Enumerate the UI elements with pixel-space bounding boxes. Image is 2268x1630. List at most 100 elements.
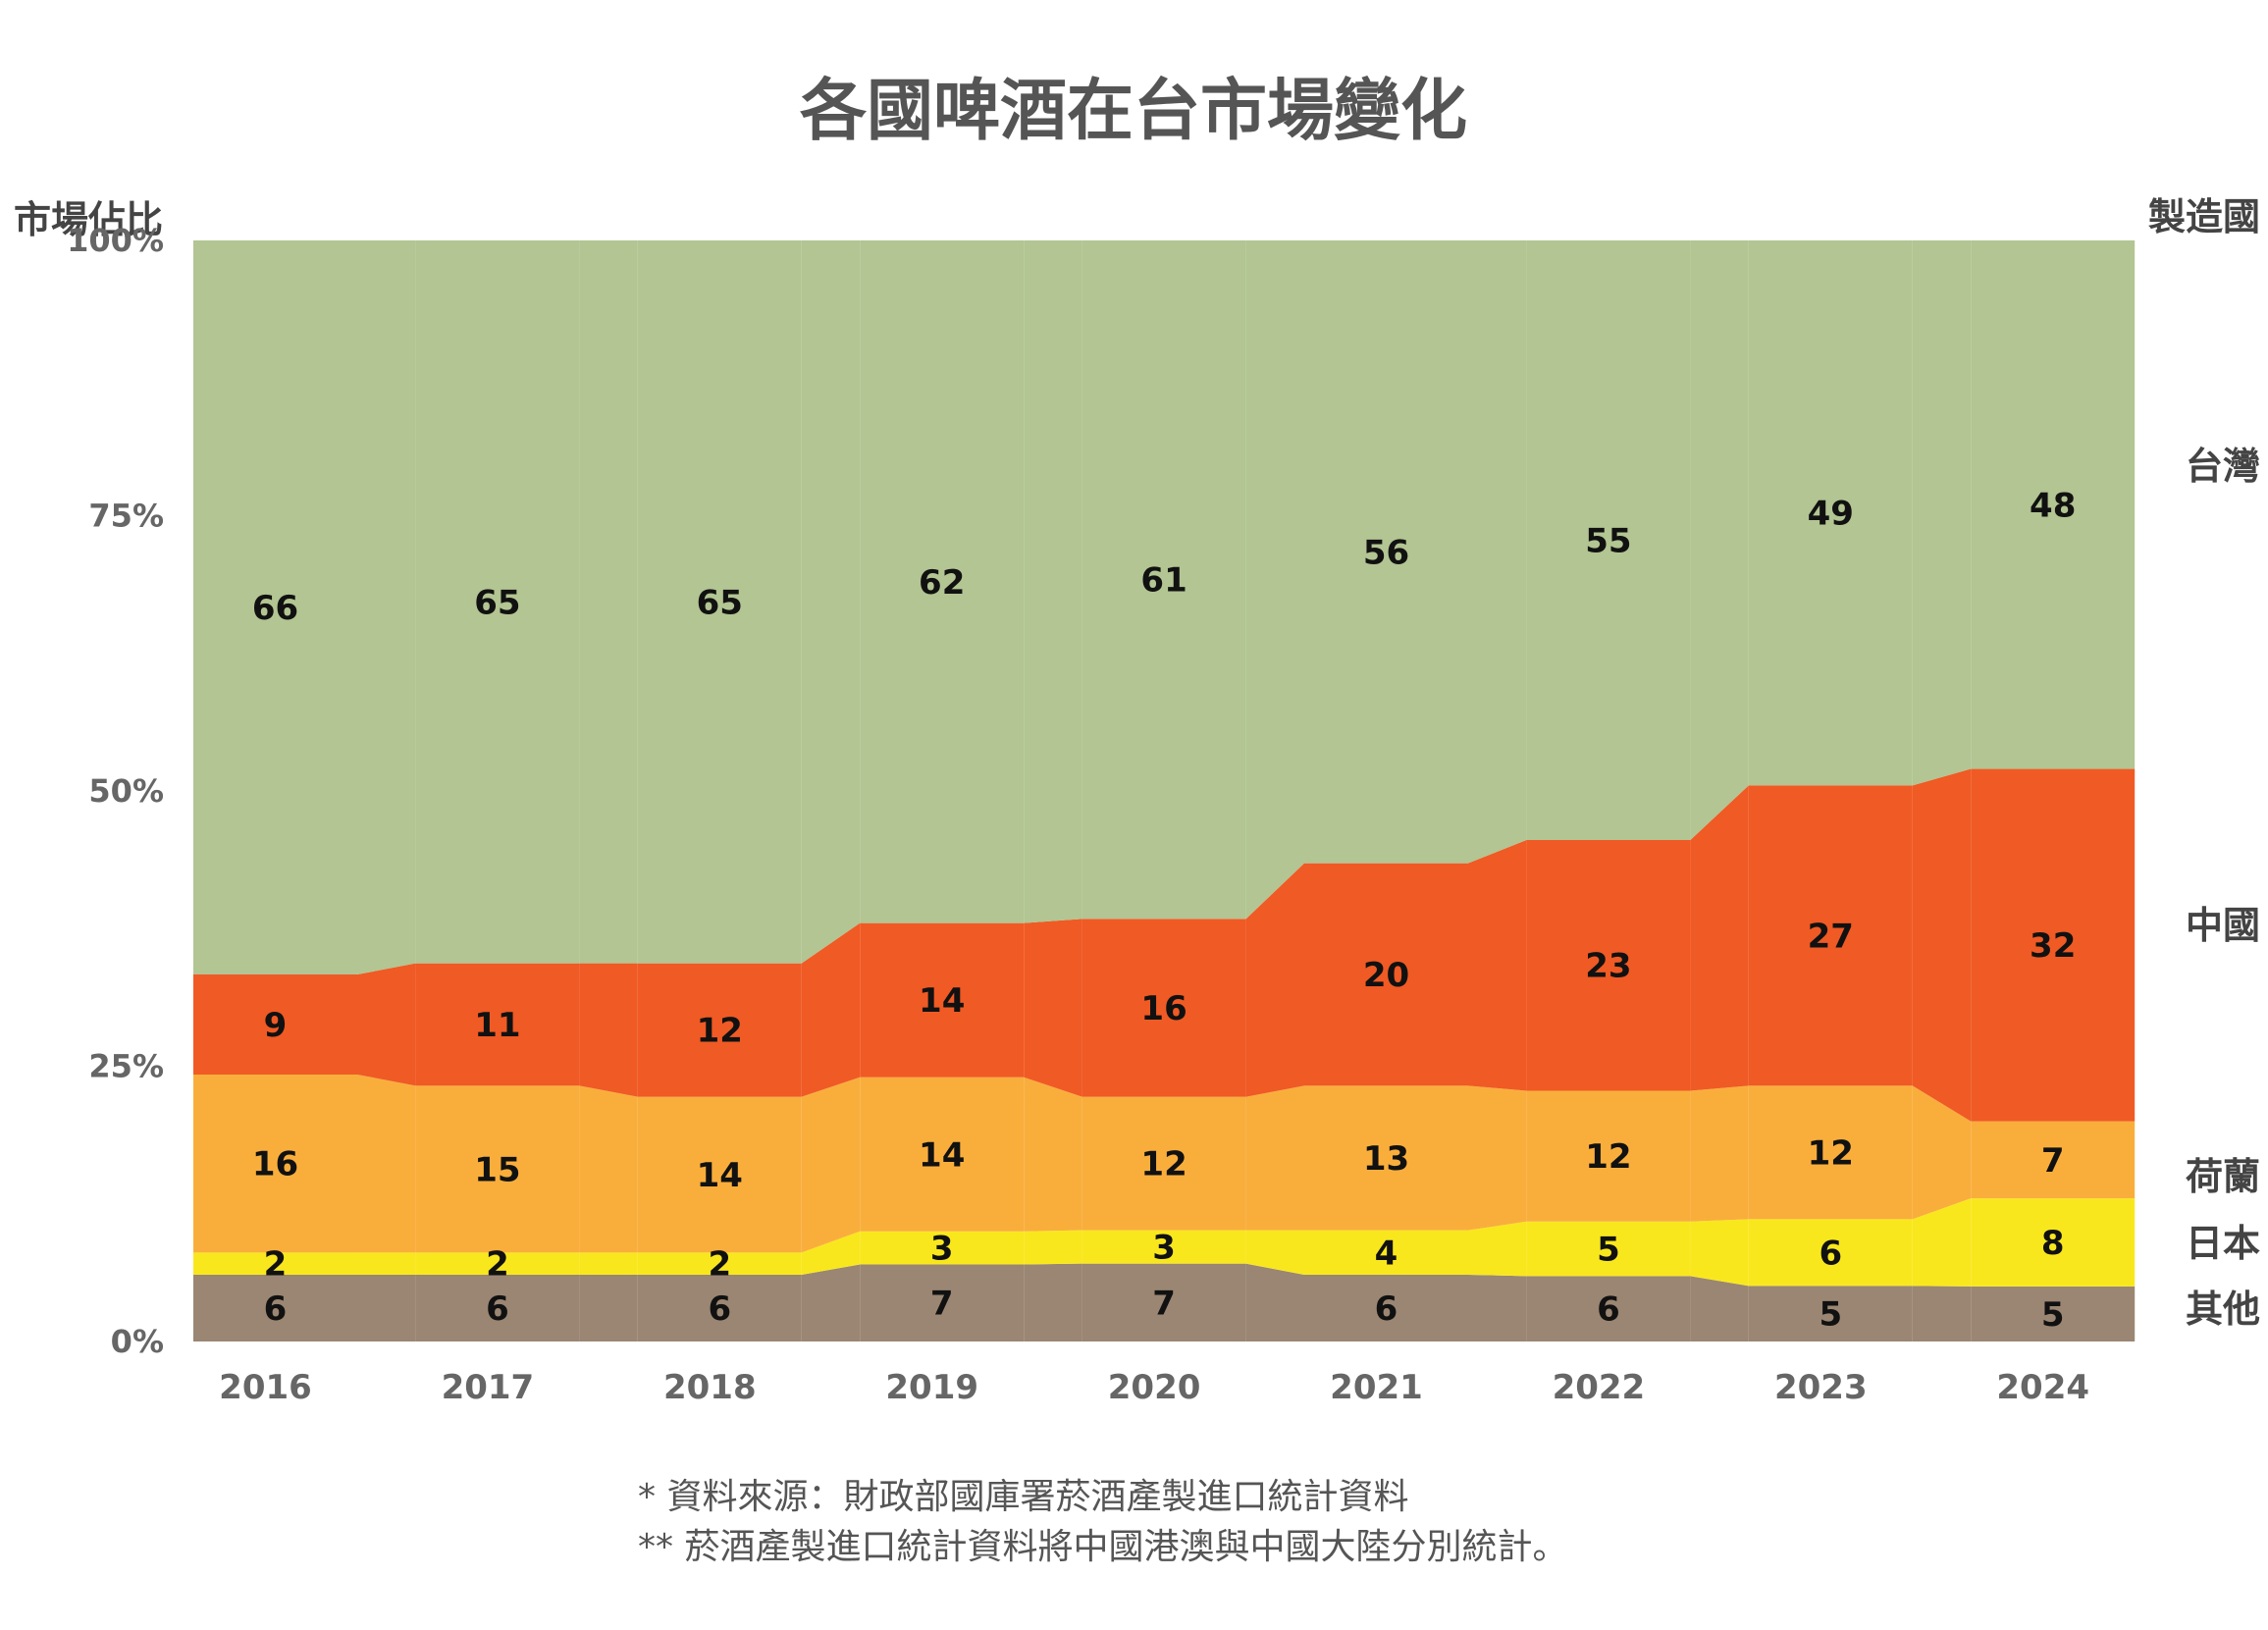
x-axis-ticks: 2016 2017 2018 2019 2020 2021 2022 2023 2024 xyxy=(219,1368,2089,1407)
bar-segment xyxy=(1971,1286,2136,1341)
data-label: 15 xyxy=(474,1150,520,1189)
band-荷蘭-2021 xyxy=(1468,1085,1527,1231)
band-日本-2021 xyxy=(1468,1221,1527,1277)
bar-segment xyxy=(1304,240,1468,864)
data-label: 32 xyxy=(2030,926,2076,966)
data-label: 65 xyxy=(474,583,520,622)
legend-label: 日本 xyxy=(2186,1222,2260,1265)
band-荷蘭-2016 xyxy=(357,1075,416,1253)
bar-segment xyxy=(860,1077,1025,1232)
band-中國-2019 xyxy=(1024,919,1082,1097)
y-tick-label: 25% xyxy=(88,1048,164,1085)
data-labels: 6216966621511656214126573141462731216616… xyxy=(252,486,2077,1335)
legend-title: 製造國 xyxy=(2148,195,2260,238)
data-label: 9 xyxy=(264,1006,288,1045)
band-荷蘭-2022 xyxy=(1690,1085,1749,1222)
band-荷蘭-2017 xyxy=(579,1085,638,1253)
data-label: 14 xyxy=(919,1135,965,1175)
bar-segment xyxy=(637,963,802,1097)
data-label: 12 xyxy=(697,1012,743,1051)
bar-segment xyxy=(1526,1276,1691,1341)
x-tick-label: 2021 xyxy=(1330,1368,1423,1407)
data-label: 12 xyxy=(1140,1145,1187,1184)
bar-segment xyxy=(637,240,802,964)
bar-segment xyxy=(415,1275,580,1341)
bar-segment xyxy=(415,1252,580,1275)
data-label: 27 xyxy=(1808,917,1854,956)
band-荷蘭-2020 xyxy=(1245,1085,1304,1231)
band-日本-2018 xyxy=(801,1231,861,1275)
bar-segment xyxy=(1971,1198,2136,1287)
x-tick-label: 2023 xyxy=(1774,1368,1868,1407)
data-label: 23 xyxy=(1585,947,1631,986)
y-axis-label: 市場佔比 xyxy=(14,198,163,241)
x-tick-label: 2020 xyxy=(1108,1368,1201,1407)
y-tick-label: 0% xyxy=(111,1323,164,1360)
data-label: 2 xyxy=(264,1245,288,1285)
bar-segment xyxy=(1304,1275,1468,1341)
band-中國-2018 xyxy=(801,922,861,1097)
band-其他-2020 xyxy=(1245,1263,1304,1341)
bar-segment xyxy=(193,1075,357,1253)
band-其他-2022 xyxy=(1690,1276,1749,1341)
legend-label: 其他 xyxy=(2186,1288,2260,1331)
bar-segment xyxy=(1526,1090,1691,1222)
bar-segment xyxy=(1304,1085,1468,1231)
bar-segment xyxy=(1526,1221,1691,1277)
band-中國-2017 xyxy=(579,963,638,1097)
band-台灣-2020 xyxy=(1245,240,1304,920)
band-台灣-2023 xyxy=(1912,240,1972,786)
x-tick-label: 2016 xyxy=(219,1368,312,1407)
band-日本-2023 xyxy=(1912,1198,1972,1287)
data-label: 7 xyxy=(2041,1141,2065,1181)
bar-segment xyxy=(1304,863,1468,1086)
bar-segment xyxy=(1748,1085,1913,1220)
y-tick-label: 50% xyxy=(88,772,164,810)
data-label: 13 xyxy=(1363,1139,1409,1179)
bar-segment xyxy=(193,1252,357,1275)
band-台灣-2017 xyxy=(579,240,638,964)
bars xyxy=(193,240,2136,1341)
band-荷蘭-2019 xyxy=(1024,1077,1082,1232)
band-其他-2016 xyxy=(357,1275,416,1341)
band-台灣-2016 xyxy=(357,240,416,974)
legend-label: 中國 xyxy=(2186,904,2260,947)
bar-segment xyxy=(1748,785,1913,1086)
bar-segment xyxy=(1748,1219,1913,1287)
data-label: 11 xyxy=(474,1006,520,1045)
data-label: 16 xyxy=(252,1145,298,1184)
data-label: 65 xyxy=(697,583,743,622)
bar-segment xyxy=(1971,240,2136,769)
band-台灣-2018 xyxy=(801,240,861,964)
data-label: 2 xyxy=(486,1245,509,1285)
bar-segment xyxy=(1081,1096,1246,1231)
data-label: 8 xyxy=(2041,1224,2065,1263)
x-tick-label: 2022 xyxy=(1553,1368,1646,1407)
bar-segment xyxy=(860,922,1025,1078)
legend-label: 荷蘭 xyxy=(2186,1155,2260,1198)
bar-segment xyxy=(1526,240,1691,840)
bar-segment xyxy=(1081,919,1246,1097)
bar-segment xyxy=(1748,240,1913,786)
data-label: 14 xyxy=(919,981,965,1021)
band-荷蘭-2018 xyxy=(801,1077,861,1253)
band-其他-2021 xyxy=(1468,1275,1527,1341)
data-label: 14 xyxy=(697,1156,743,1195)
data-label: 7 xyxy=(1152,1284,1176,1323)
band-中國-2023 xyxy=(1912,768,1972,1122)
bar-segment xyxy=(1748,1286,1913,1341)
band-台灣-2022 xyxy=(1690,240,1749,840)
band-中國-2022 xyxy=(1690,785,1749,1091)
series-bands xyxy=(357,240,1972,1341)
bar-segment xyxy=(1081,1230,1246,1264)
data-label: 48 xyxy=(2030,486,2076,525)
data-label: 66 xyxy=(252,589,298,628)
footnote-source: * 資料來源：財政部國庫署菸酒產製進口統計資料 xyxy=(638,1477,1408,1517)
bar-segment xyxy=(637,1096,802,1253)
data-label: 6 xyxy=(1819,1234,1842,1273)
bar-segment xyxy=(860,1231,1025,1265)
data-label: 56 xyxy=(1363,533,1409,572)
x-tick-label: 2017 xyxy=(442,1368,535,1407)
data-label: 62 xyxy=(919,563,965,603)
